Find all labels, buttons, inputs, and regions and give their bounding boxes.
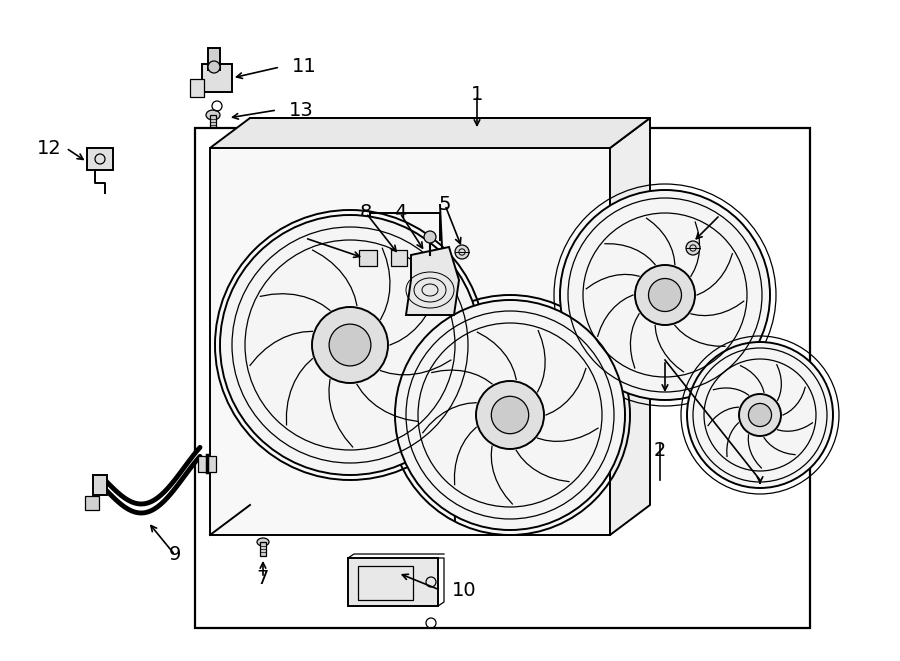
Circle shape (649, 278, 681, 311)
Bar (93, 475, 107, 495)
Text: 3: 3 (714, 206, 726, 225)
Polygon shape (210, 148, 610, 535)
Bar (195, 128, 810, 628)
Bar (358, 566, 413, 600)
Text: 6: 6 (299, 229, 311, 247)
Text: 10: 10 (452, 580, 477, 600)
Text: 13: 13 (289, 100, 314, 120)
Bar (85, 496, 99, 510)
Circle shape (491, 397, 528, 434)
Text: 12: 12 (37, 139, 62, 157)
Ellipse shape (206, 110, 220, 120)
Text: 5: 5 (439, 196, 451, 215)
Circle shape (635, 265, 695, 325)
Text: 2: 2 (653, 440, 666, 459)
Text: 11: 11 (292, 58, 317, 77)
Text: 9: 9 (169, 545, 181, 564)
Bar (208, 48, 220, 70)
Bar (190, 79, 204, 97)
Text: 1: 1 (471, 85, 483, 104)
Circle shape (476, 381, 544, 449)
Text: 7: 7 (256, 568, 269, 588)
Circle shape (687, 342, 833, 488)
Circle shape (329, 324, 371, 366)
Circle shape (749, 403, 771, 426)
Bar (210, 115, 216, 127)
Circle shape (220, 215, 480, 475)
Polygon shape (210, 118, 650, 148)
Polygon shape (610, 118, 650, 535)
Circle shape (455, 245, 469, 259)
Circle shape (560, 190, 770, 400)
Bar (260, 542, 266, 556)
Circle shape (686, 241, 700, 255)
Bar (198, 456, 216, 472)
Ellipse shape (257, 538, 269, 546)
Text: 8: 8 (360, 204, 373, 223)
Circle shape (739, 394, 781, 436)
Circle shape (395, 300, 625, 530)
Circle shape (312, 307, 388, 383)
Bar (391, 250, 407, 266)
Bar (202, 64, 232, 92)
Circle shape (424, 231, 436, 243)
Polygon shape (406, 247, 459, 315)
Bar (87, 148, 113, 170)
Circle shape (208, 61, 220, 73)
Bar (359, 250, 377, 266)
Text: 4: 4 (394, 204, 406, 223)
Bar (348, 558, 438, 606)
